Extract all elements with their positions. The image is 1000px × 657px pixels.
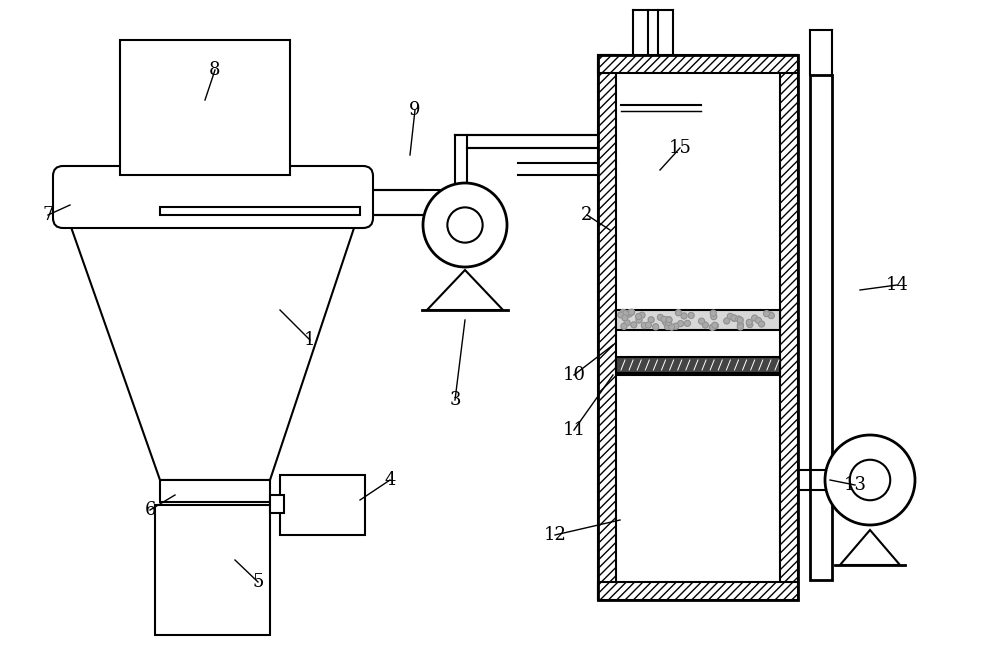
Text: 4: 4 [384, 471, 396, 489]
Bar [270, 495, 284, 513]
Circle shape [666, 320, 672, 326]
Circle shape [657, 315, 663, 321]
Text: 12: 12 [544, 526, 566, 544]
Polygon shape [65, 210, 360, 480]
Circle shape [709, 325, 715, 330]
Circle shape [731, 315, 737, 321]
Circle shape [737, 317, 743, 323]
Circle shape [681, 313, 687, 319]
Text: 2: 2 [581, 206, 593, 224]
Circle shape [626, 311, 632, 317]
Circle shape [684, 321, 690, 327]
Circle shape [737, 324, 743, 330]
Circle shape [746, 319, 752, 325]
Circle shape [747, 322, 753, 328]
Circle shape [624, 320, 630, 326]
Text: 9: 9 [409, 101, 421, 119]
Bar [810, 75, 832, 580]
Bar [160, 480, 270, 502]
Bar [155, 505, 270, 635]
Circle shape [712, 323, 718, 328]
Circle shape [768, 312, 774, 318]
Circle shape [629, 309, 635, 315]
Circle shape [620, 309, 626, 315]
Circle shape [688, 313, 694, 319]
Circle shape [673, 323, 679, 329]
Bar [598, 55, 798, 73]
Text: 5: 5 [252, 573, 264, 591]
Circle shape [711, 313, 717, 320]
Bar [598, 55, 798, 600]
Circle shape [675, 310, 681, 316]
Circle shape [666, 317, 672, 323]
Bar [120, 40, 290, 175]
Bar [598, 582, 798, 600]
Text: 11: 11 [562, 421, 586, 439]
Text: 10: 10 [562, 366, 586, 384]
Circle shape [669, 324, 675, 330]
Bar [616, 73, 780, 582]
Circle shape [710, 310, 716, 316]
Text: 6: 6 [144, 501, 156, 519]
Circle shape [423, 183, 507, 267]
Circle shape [702, 322, 708, 328]
Circle shape [664, 317, 670, 323]
Circle shape [627, 310, 633, 316]
Text: 8: 8 [209, 61, 221, 79]
Circle shape [631, 322, 637, 328]
Bar [616, 310, 780, 330]
Text: 7: 7 [42, 206, 54, 224]
Bar [616, 357, 780, 373]
Circle shape [759, 321, 765, 327]
Circle shape [447, 208, 483, 242]
Circle shape [636, 313, 642, 319]
Circle shape [737, 322, 743, 328]
Circle shape [768, 313, 774, 319]
Circle shape [653, 324, 659, 330]
Circle shape [752, 315, 758, 321]
Circle shape [641, 323, 647, 328]
Bar [780, 55, 798, 600]
Circle shape [622, 311, 628, 317]
Circle shape [699, 318, 705, 324]
Circle shape [764, 311, 770, 317]
Text: 14: 14 [886, 276, 908, 294]
Circle shape [648, 317, 654, 323]
Circle shape [731, 315, 737, 321]
Text: 15: 15 [669, 139, 691, 157]
Bar [160, 207, 360, 215]
Bar [598, 55, 616, 600]
Circle shape [736, 316, 742, 322]
Circle shape [621, 323, 627, 329]
Circle shape [661, 316, 667, 323]
Circle shape [663, 319, 669, 325]
Polygon shape [840, 530, 900, 565]
Circle shape [825, 435, 915, 525]
Circle shape [636, 317, 642, 323]
Circle shape [850, 460, 890, 500]
Circle shape [665, 323, 671, 329]
Text: 13: 13 [844, 476, 866, 494]
Bar [280, 475, 365, 535]
Circle shape [645, 322, 651, 328]
Text: 3: 3 [449, 391, 461, 409]
Text: 1: 1 [304, 331, 316, 349]
Circle shape [666, 317, 672, 323]
Circle shape [727, 313, 733, 319]
Polygon shape [427, 270, 503, 310]
Circle shape [724, 318, 730, 324]
Circle shape [678, 321, 684, 327]
Circle shape [618, 312, 624, 318]
FancyBboxPatch shape [53, 166, 373, 228]
Circle shape [639, 312, 645, 318]
Circle shape [755, 317, 761, 323]
Circle shape [712, 323, 718, 328]
Circle shape [622, 315, 628, 321]
